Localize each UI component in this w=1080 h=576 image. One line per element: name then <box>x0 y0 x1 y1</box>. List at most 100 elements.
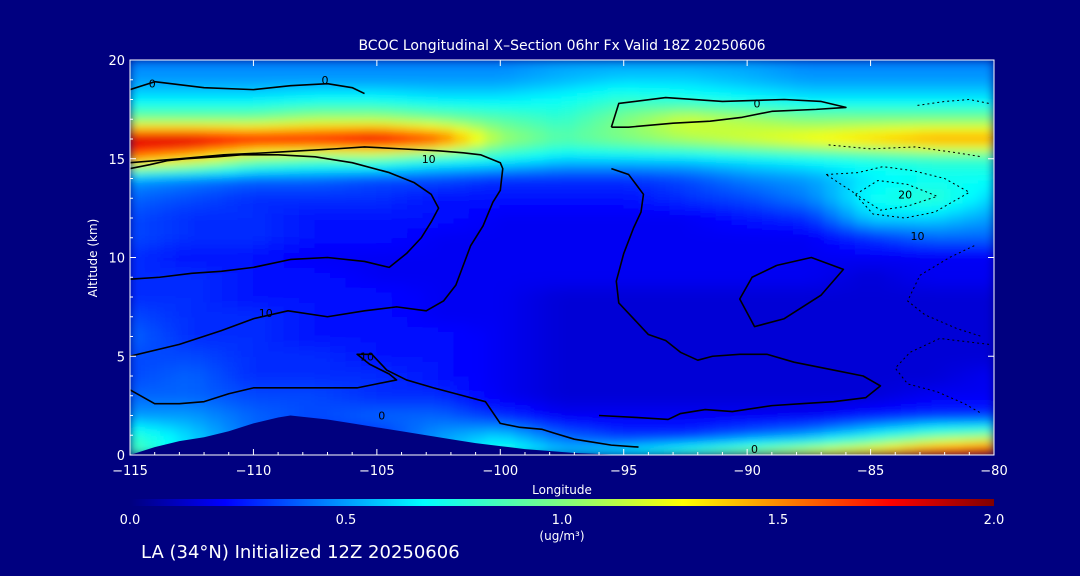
heat-cell <box>792 84 810 91</box>
heat-cell <box>623 60 640 66</box>
heat-cell <box>438 350 455 357</box>
heat-cell <box>299 94 316 100</box>
heat-cell <box>916 415 933 421</box>
heat-cell <box>252 291 270 298</box>
heat-cell <box>330 202 347 209</box>
heat-cell <box>546 247 563 254</box>
heat-cell <box>345 182 362 189</box>
heat-cell <box>762 301 779 308</box>
heat-cell <box>607 74 625 81</box>
heat-cell <box>746 331 764 337</box>
colorbar: 0.0 0.5 1.0 1.5 2.0 (ug/m³) <box>120 499 1004 543</box>
y-tick-label: 15 <box>108 153 125 168</box>
heat-cell <box>823 227 841 234</box>
heat-cell <box>422 207 440 214</box>
heat-cell <box>561 103 578 110</box>
heat-cell <box>422 227 440 234</box>
heat-cell <box>808 143 825 150</box>
heat-cell <box>130 247 146 254</box>
heat-cell <box>638 207 656 214</box>
heat-cell <box>422 242 440 249</box>
heat-cell <box>407 133 424 140</box>
heat-cell <box>438 197 455 204</box>
heat-cell <box>468 182 486 189</box>
heat-cell <box>746 375 764 382</box>
heat-cell <box>808 158 825 165</box>
heat-cell <box>561 123 578 130</box>
heat-cell <box>684 197 702 204</box>
heat-cell <box>576 321 594 328</box>
heat-cell <box>731 192 748 199</box>
heat-cell <box>916 217 933 224</box>
heat-cell <box>576 375 594 382</box>
heat-cell <box>777 350 794 357</box>
heat-cell <box>237 118 254 125</box>
heat-cell <box>592 370 609 377</box>
heat-cell <box>700 429 717 436</box>
heat-cell <box>175 207 193 214</box>
heat-cell <box>684 84 702 91</box>
heat-cell <box>206 123 224 130</box>
heat-cell <box>530 99 548 105</box>
heat-cell <box>422 429 440 436</box>
heat-cell <box>607 173 625 179</box>
heat-cell <box>808 419 825 426</box>
heat-cell <box>715 227 733 234</box>
heat-cell <box>731 247 748 254</box>
heat-cell <box>654 123 671 130</box>
heat-cell <box>669 340 686 347</box>
heat-cell <box>900 336 918 342</box>
heat-cell <box>962 182 980 189</box>
heat-cell <box>669 266 686 273</box>
heat-cell <box>314 301 332 308</box>
heat-cell <box>669 405 686 412</box>
heat-cell <box>515 217 532 224</box>
heat-cell <box>700 410 717 416</box>
heat-cell <box>484 266 501 273</box>
heat-cell <box>222 138 239 145</box>
heat-cell <box>715 207 733 214</box>
heat-cell <box>684 64 702 71</box>
heat-cell <box>607 128 625 135</box>
heat-cell <box>607 434 625 441</box>
heat-cell <box>299 405 316 412</box>
heat-cell <box>391 331 409 337</box>
heat-cell <box>808 163 825 170</box>
heat-cell <box>792 99 810 105</box>
heat-cell <box>191 350 208 357</box>
heat-cell <box>345 178 362 184</box>
heat-cell <box>854 266 872 273</box>
heat-cell <box>160 84 177 91</box>
heat-cell <box>561 247 578 254</box>
heat-cell <box>638 375 656 382</box>
heat-cell <box>854 365 872 372</box>
heat-cell <box>561 306 578 313</box>
heat-cell <box>499 94 517 100</box>
heat-cell <box>283 281 301 288</box>
heat-cell <box>222 336 239 342</box>
heat-cell <box>407 370 424 377</box>
heat-cell <box>700 158 717 165</box>
heat-cell <box>947 89 964 96</box>
heat-cell <box>237 345 254 352</box>
heat-cell <box>854 247 872 254</box>
heat-cell <box>962 316 980 323</box>
heat-cell <box>160 336 177 342</box>
heat-cell <box>823 355 841 362</box>
heat-cell <box>160 74 177 81</box>
heat-cell <box>777 202 794 209</box>
heat-cell <box>376 266 393 273</box>
heat-cell <box>777 424 794 431</box>
heat-cell <box>376 232 393 239</box>
heat-cell <box>561 375 578 382</box>
heat-cell <box>638 385 656 392</box>
heat-cell <box>314 153 332 160</box>
heat-cell <box>515 271 532 278</box>
heat-cell <box>283 340 301 347</box>
heat-cell <box>561 163 578 170</box>
heat-cell <box>762 84 779 91</box>
heat-cell <box>222 133 239 140</box>
heat-cell <box>607 301 625 308</box>
heat-cell <box>422 69 440 76</box>
heat-cell <box>175 434 193 441</box>
